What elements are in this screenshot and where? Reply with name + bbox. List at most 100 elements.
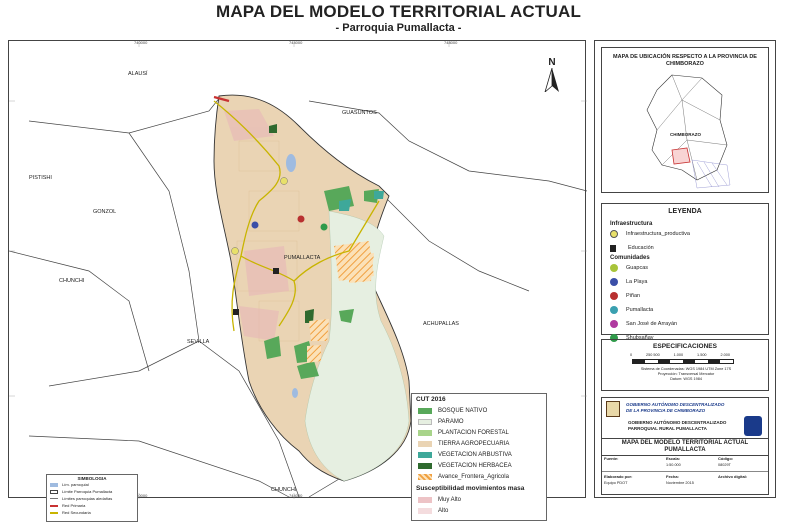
coord-top-3: 748000 <box>444 40 458 45</box>
infra-title: Infraestructura <box>610 221 653 227</box>
fecha-label: Fecha: <box>666 474 679 479</box>
cut-item: VEGETACION HERBACEA <box>418 460 546 471</box>
inst-line2: DE LA PROVINCIA DE CHIMBORAZO <box>626 408 706 413</box>
susc-title: Susceptibilidad movimientos masa <box>416 485 525 492</box>
coord-bottom-1: 740000 <box>134 493 148 498</box>
cut-label: PLANTACION FORESTAL <box>438 429 509 436</box>
map-subtitle: - Parroquia Pumallacta - <box>335 22 462 34</box>
north-label: N <box>548 57 556 68</box>
community-label: La Playa <box>626 279 648 285</box>
spec-title: ESPECIFICACIONES <box>653 343 717 350</box>
archivo-label: Archivo digital: <box>718 474 748 479</box>
communities-title: Comunidades <box>610 255 650 261</box>
scale-bar <box>632 359 734 364</box>
map-canvas <box>9 41 587 499</box>
side-panel: MAPA DE UBICACIÓN RESPECTO A LA PROVINCI… <box>594 40 776 498</box>
block-map-sub: PUMALLACTA <box>664 447 706 453</box>
coord-bottom-2: 744000 <box>289 493 303 498</box>
community-item: Guapcas <box>610 261 760 275</box>
scale-tick: 1.500 <box>697 353 707 357</box>
community-dot-icon <box>610 320 618 328</box>
fecha-value: Noviembre 2015 <box>666 481 694 485</box>
roads <box>213 95 380 332</box>
cut-label: Avance_Frontera_Agricola <box>438 473 509 480</box>
place-alausi: ALAUSÍ <box>128 71 148 77</box>
susc-label: Muy Alto <box>438 496 462 503</box>
north-arrow-icon: N <box>541 57 563 94</box>
paramo-zone <box>304 210 410 482</box>
simbologia-item: Límite Parroquia Pumallacta <box>62 489 113 494</box>
simbologia-title: SIMBOLOGIA <box>77 476 107 481</box>
cut-label: TIERRA AGROPECUARIA <box>438 440 510 447</box>
simbologia-legend: SIMBOLOGIA Lím. parroquial Límite Parroq… <box>46 474 138 522</box>
place-achupallas: ACHUPALLAS <box>423 321 459 327</box>
avance-zones <box>307 241 374 363</box>
place-gonzol: GONZOL <box>93 209 117 215</box>
cut-label: VEGETACION ARBUSTIVA <box>438 451 512 458</box>
leyenda: LEYENDA Infraestructura Infraestructura_… <box>601 203 769 342</box>
cut-item: VEGETACION ARBUSTIVA <box>418 449 546 460</box>
community-item: Pumallacta <box>610 303 760 317</box>
spec-line: Datum: WGS 1984 <box>670 377 702 381</box>
simbologia-item: Red Primaria <box>62 503 86 508</box>
community-label: Pumallacta <box>626 307 654 313</box>
point-pinan <box>297 215 305 223</box>
edu-item: Educación <box>610 241 760 255</box>
infra-item: Infraestructura_productiva <box>610 227 760 241</box>
simbologia-item: Límites parroquias aledañas <box>62 496 113 501</box>
place-pumallacta: PUMALLACTA <box>284 255 321 261</box>
main-map[interactable]: 740000 744000 748000 740000 744000 74800… <box>8 40 587 522</box>
scale-tick: 0 <box>630 353 633 357</box>
community-item: Piñan <box>610 289 760 303</box>
location-title: MAPA DE UBICACIÓN RESPECTO A LA PROVINCI… <box>613 54 757 67</box>
cut-item: TIERRA AGROPECUARIA <box>418 438 546 449</box>
lagoon <box>286 154 296 172</box>
community-dot-icon <box>610 278 618 286</box>
community-list: Guapcas La Playa Piñan Pumallacta San José d… <box>610 261 760 345</box>
community-label: Piñan <box>626 293 641 299</box>
community-dot-icon <box>610 334 618 342</box>
block-map-title: MAPA DEL MODELO TERRITORIAL ACTUAL <box>621 440 749 446</box>
location-inset: MAPA DE UBICACIÓN RESPECTO A LA PROVINCI… <box>601 47 769 193</box>
cut-item: Avance_Frontera_Agricola <box>418 471 546 482</box>
cut-label: BOSQUE NATIVO <box>438 407 488 414</box>
community-item: Shubsañay <box>610 331 760 345</box>
leyenda-title: LEYENDA <box>668 208 702 215</box>
simbologia-item: Lím. parroquial <box>62 482 89 487</box>
spec-line: Sistema de Coordenadas: WGS 1984 UTM Zon… <box>640 367 732 371</box>
infra-icon <box>610 230 618 238</box>
cut-item: PARAMO <box>418 416 546 427</box>
place-sevilla: SEVILLA <box>187 339 210 345</box>
risk-zones <box>224 109 289 341</box>
cut-title: CUT 2016 <box>416 396 446 403</box>
scale-tick: 250 500 <box>646 353 660 357</box>
spec-line: Proyección: Transversal Mercator <box>657 372 715 376</box>
susc-label: Alto <box>438 507 449 514</box>
place-chunchi-west: CHUNCHI <box>59 278 85 284</box>
community-dot-icon <box>610 306 618 314</box>
susc-item: Alto <box>418 505 546 516</box>
elab-value: Equipo PDOT <box>604 481 628 485</box>
codigo-label: Código: <box>718 456 734 461</box>
coord-top-2: 744000 <box>289 40 303 45</box>
community-item: San José de Arrayán <box>610 317 760 331</box>
parish-logo-icon <box>744 416 762 436</box>
simbologia-item: Red Secundaria <box>62 510 91 515</box>
inst-line4: PARROQUIAL RURAL PUMALLACTA <box>628 426 707 431</box>
community-label: San José de Arrayán <box>626 321 678 327</box>
place-guasuntos: GUASUNTOS <box>342 110 377 116</box>
herb-patches <box>269 124 314 323</box>
title-block: GOBIERNO AUTÓNOMO DESCENTRALIZADO DE LA … <box>601 397 769 495</box>
cut-label: PARAMO <box>438 418 464 425</box>
province-logo-icon <box>606 401 620 417</box>
place-chunchi-south: CHUNCHI <box>271 487 297 493</box>
point-shubsanay <box>320 223 328 231</box>
codigo-value: 08029T <box>718 463 731 467</box>
cut-item: PLANTACION FORESTAL <box>418 427 546 438</box>
susc-item: Muy Alto <box>418 494 546 505</box>
coord-top-1: 740000 <box>134 40 148 45</box>
escala-value: 1:50.000 <box>666 463 681 467</box>
shrub-patches <box>339 191 384 211</box>
community-dot-icon <box>610 292 618 300</box>
province-map <box>646 74 731 189</box>
